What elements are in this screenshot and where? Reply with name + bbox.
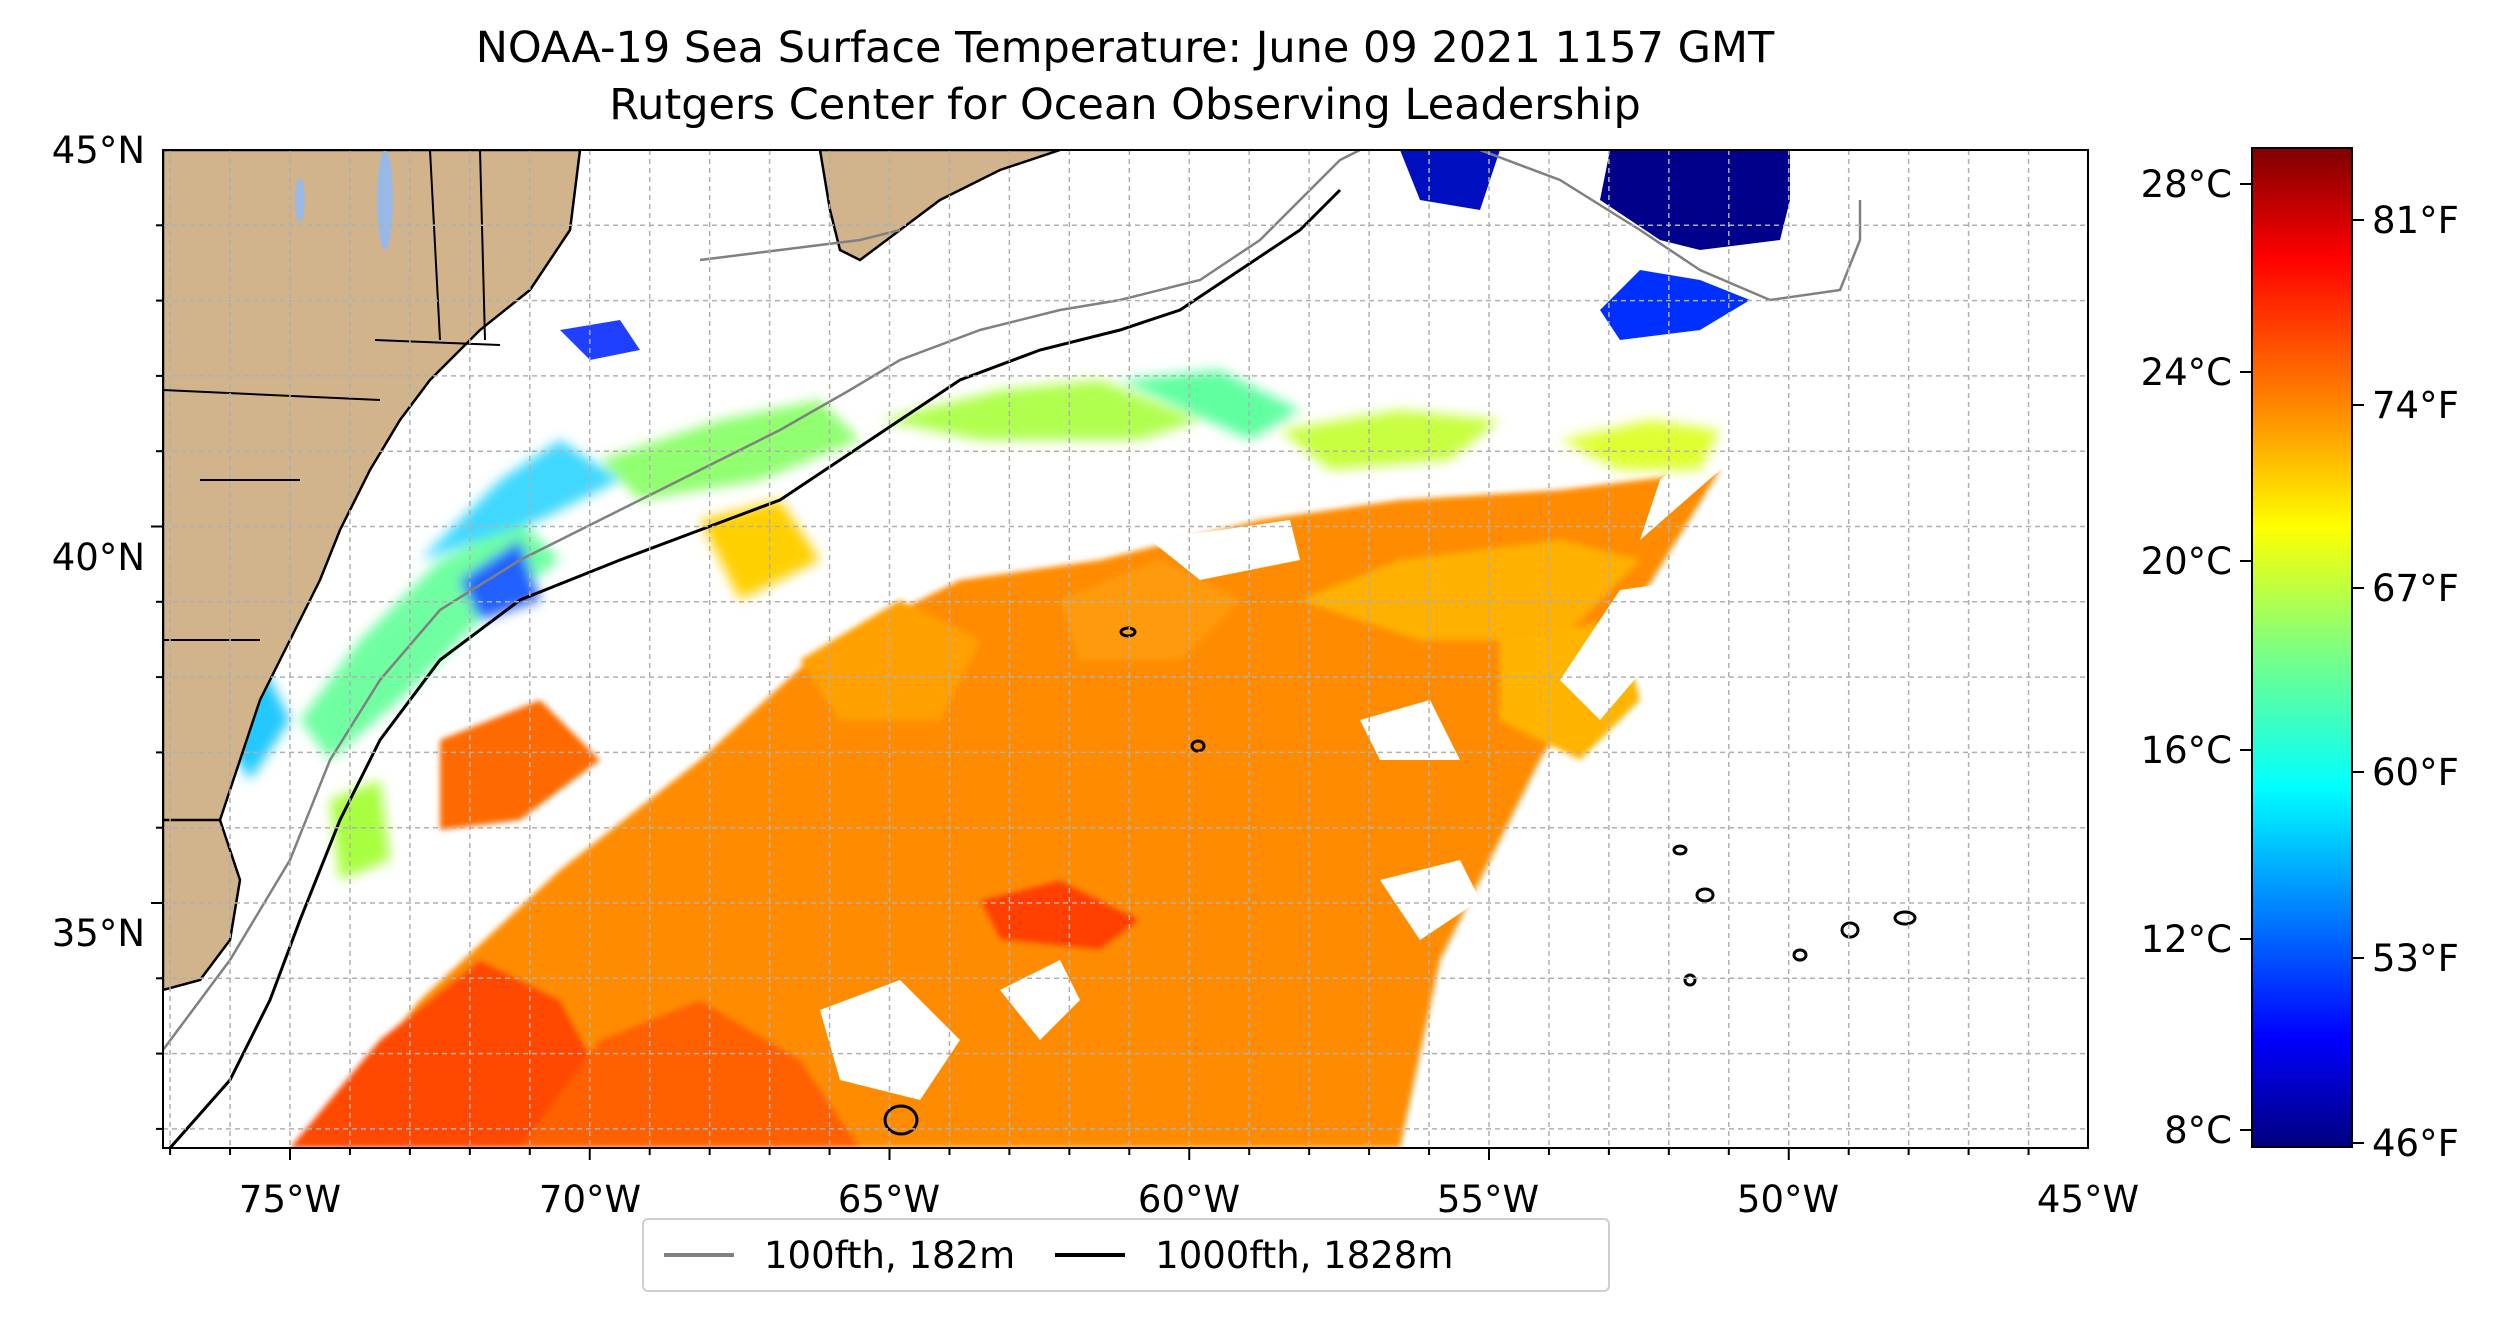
state-borders [163, 150, 501, 641]
fahrenheit-label: 81°F [2372, 199, 2459, 242]
colorbar: 28°C 24°C 20°C 16°C 12°C 8°C 81°F 74°F 6… [2141, 147, 2459, 1165]
land [163, 150, 1061, 992]
celsius-label: 16°C [2141, 729, 2232, 772]
colorbar-ticks [2240, 183, 2364, 1144]
contour-legend: 100fth, 182m 1000fth, 1828m [642, 1218, 1610, 1292]
legend-item-100fth: 100fth, 182m [664, 1234, 1015, 1277]
lon-label: 50°W [1737, 1178, 1839, 1221]
contour-100fth [163, 150, 1862, 1051]
lat-label: 35°N [52, 912, 145, 955]
map-subtitle: Rutgers Center for Ocean Observing Leade… [609, 80, 1641, 130]
lon-label: 75°W [239, 1178, 341, 1221]
fahrenheit-label: 74°F [2372, 384, 2459, 427]
colorbar-celsius-labels: 28°C 24°C 20°C 16°C 12°C 8°C [2141, 163, 2232, 1152]
celsius-label: 24°C [2141, 351, 2232, 394]
fahrenheit-label: 60°F [2372, 751, 2459, 794]
lon-label: 70°W [539, 1178, 641, 1221]
fahrenheit-label: 67°F [2372, 567, 2459, 610]
fahrenheit-label: 53°F [2372, 937, 2459, 980]
lat-label: 45°N [52, 129, 145, 172]
celsius-label: 20°C [2141, 540, 2232, 583]
gridlines [163, 150, 2088, 1148]
celsius-label: 28°C [2141, 163, 2232, 206]
map-plot-area [163, 150, 2088, 1148]
legend-item-1000fth: 1000fth, 1828m [1055, 1234, 1453, 1277]
lat-tick-labels: 45°N 40°N 35°N [52, 129, 145, 955]
fahrenheit-label: 46°F [2372, 1122, 2459, 1165]
lon-tick-labels: 75°W 70°W 65°W 60°W 55°W 50°W 45°W [239, 1178, 2139, 1221]
lat-label: 40°N [52, 536, 145, 579]
legend-line-gray [664, 1253, 734, 1257]
lon-label: 65°W [838, 1178, 940, 1221]
celsius-label: 8°C [2164, 1109, 2232, 1152]
legend-label: 100fth, 182m [764, 1233, 1016, 1277]
map-frame [162, 149, 2089, 1149]
lon-label: 60°W [1138, 1178, 1240, 1221]
map-title: NOAA-19 Sea Surface Temperature: June 09… [475, 23, 1775, 73]
colorbar-gradient [2251, 147, 2353, 1148]
legend-label: 1000fth, 1828m [1155, 1233, 1454, 1277]
colorbar-fahrenheit-labels: 81°F 74°F 67°F 60°F 53°F 46°F [2372, 199, 2459, 1165]
legend-line-black [1055, 1253, 1126, 1257]
contour-1000fth [168, 188, 1917, 1148]
axis-ticks [151, 224, 2030, 1160]
cloud-gaps [820, 420, 1730, 1100]
lon-label: 45°W [2037, 1178, 2139, 1221]
lon-label: 55°W [1437, 1178, 1539, 1221]
celsius-label: 12°C [2141, 918, 2232, 961]
